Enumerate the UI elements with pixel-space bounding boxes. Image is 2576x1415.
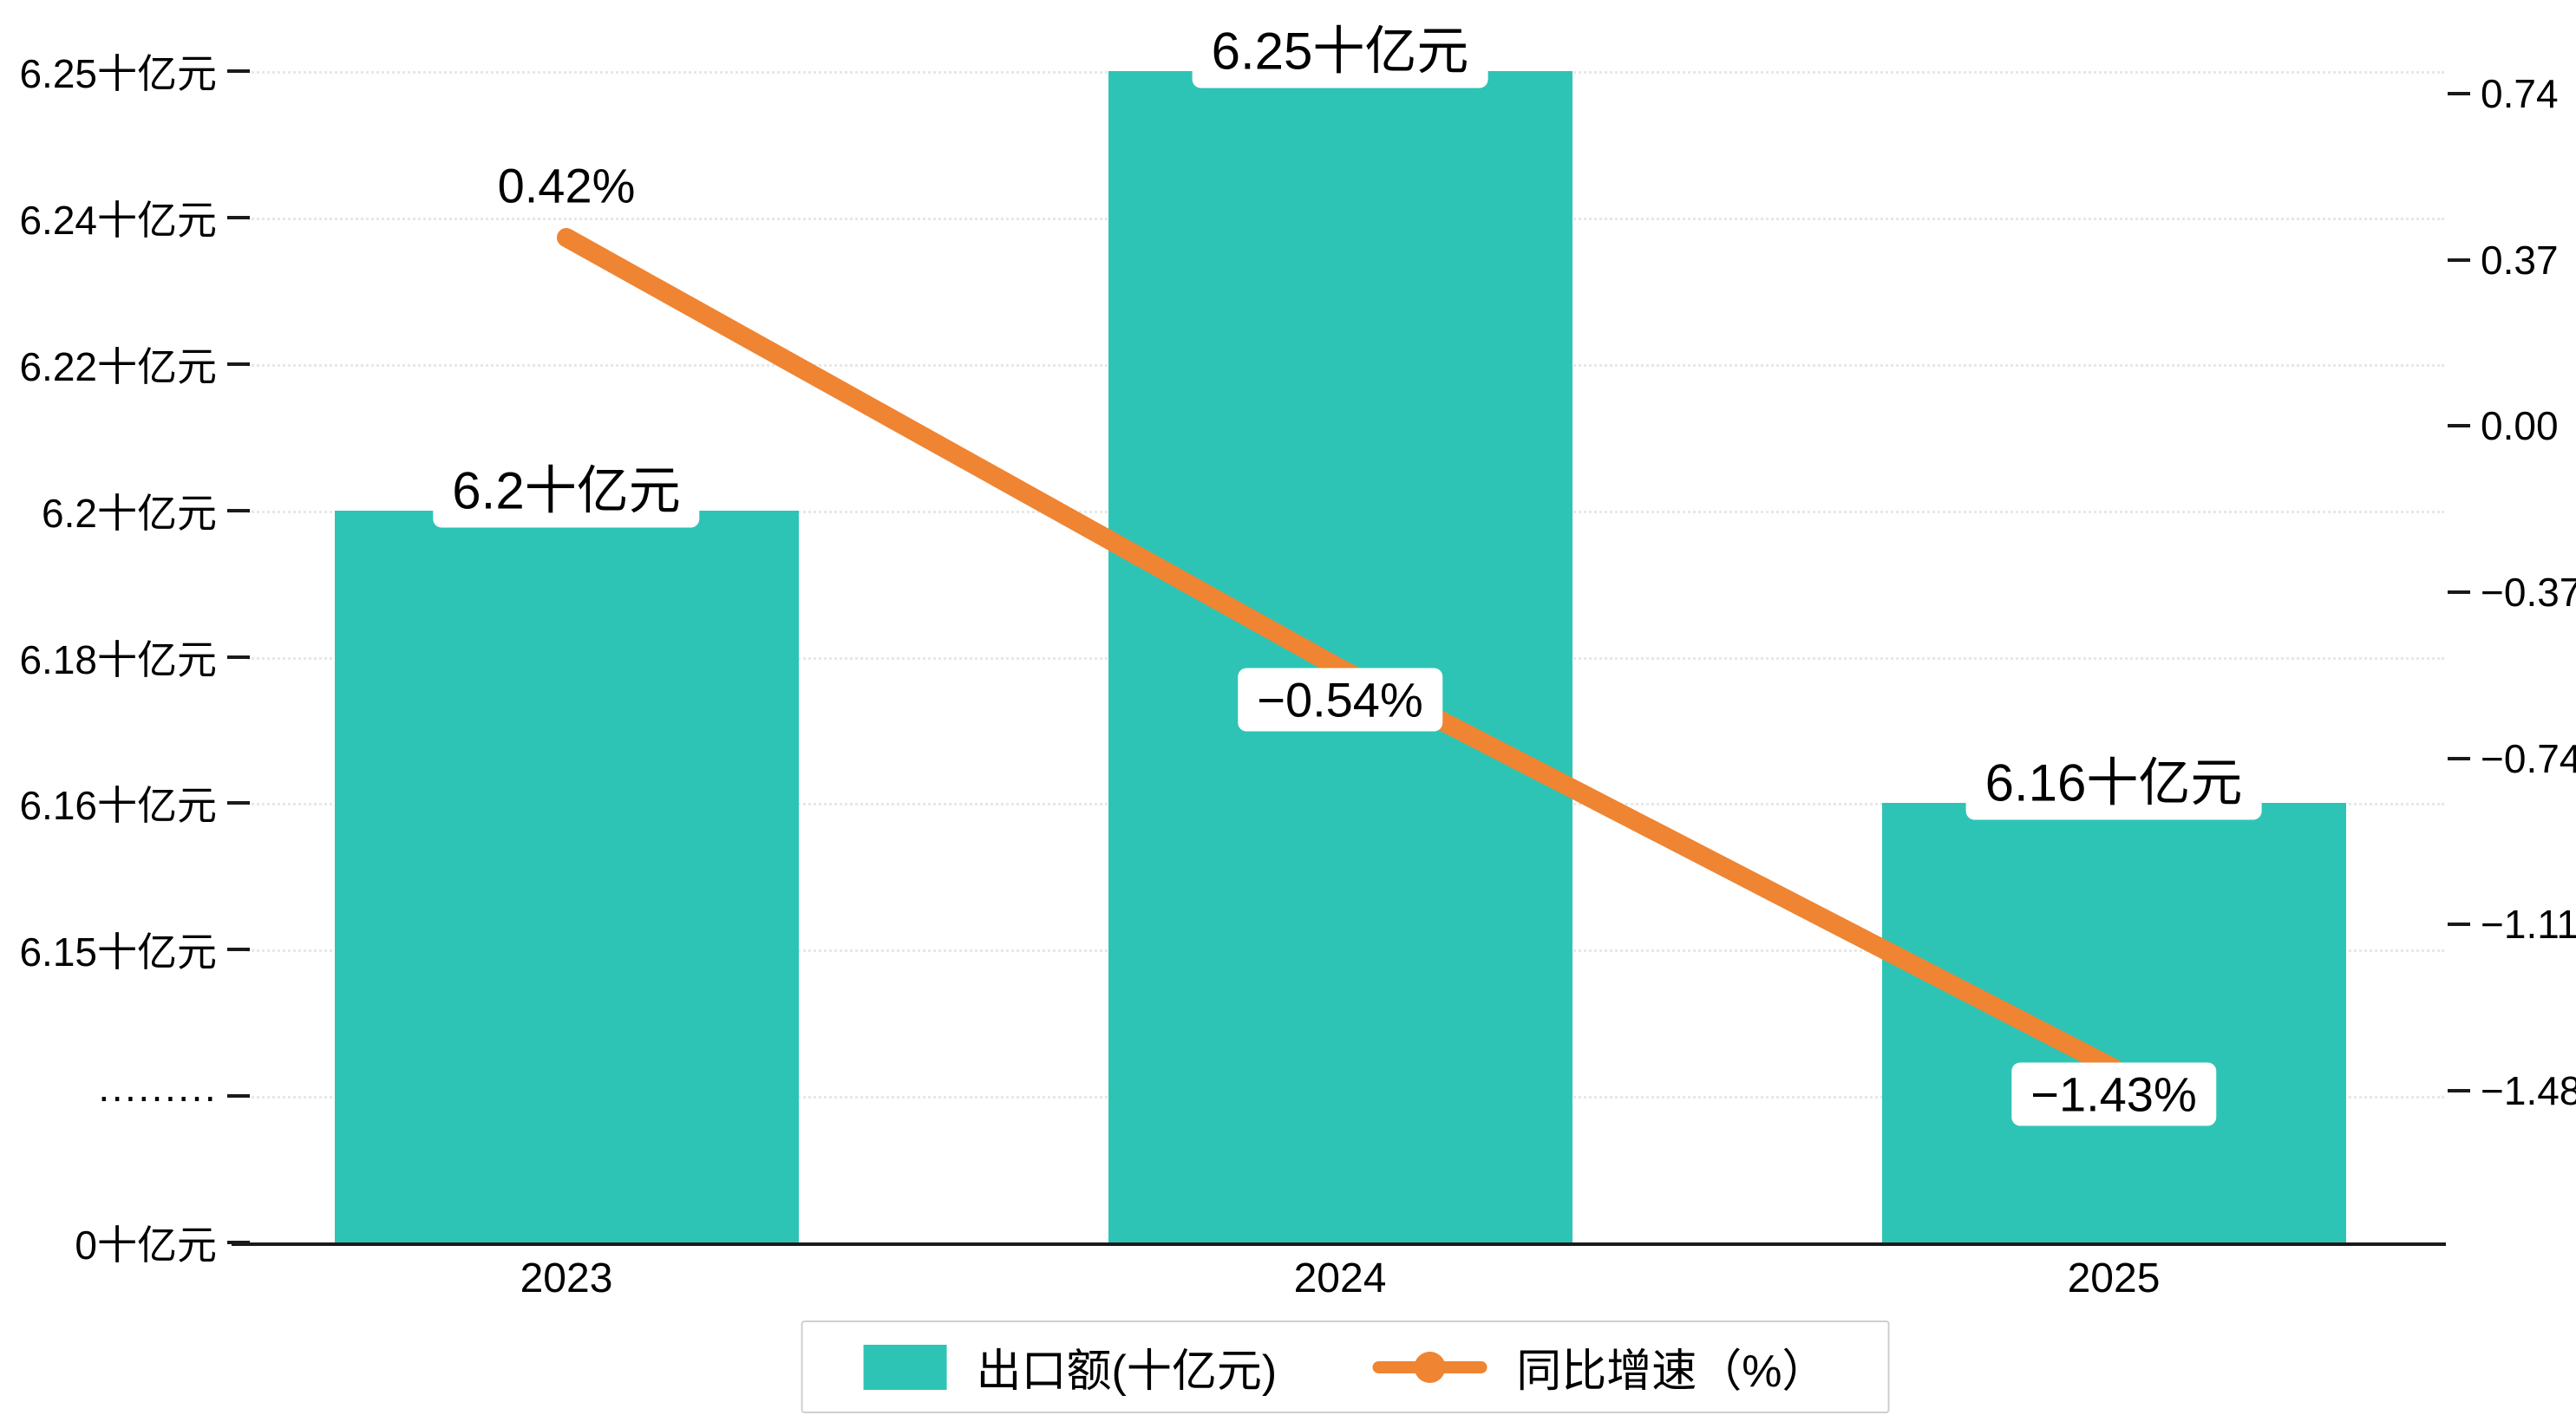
left-axis-tick-mark [227, 215, 250, 219]
bar-swatch-icon [863, 1344, 947, 1390]
export-bar [1881, 803, 2346, 1242]
right-axis-tick-mark [2448, 424, 2470, 428]
legend-item-export: 出口额(十亿元) [863, 1334, 1278, 1399]
left-axis-tick-mark [227, 1094, 250, 1099]
right-axis-tick-mark [2448, 590, 2470, 594]
left-axis-tick-mark [227, 655, 250, 659]
growth-value-label: 0.42% [478, 153, 655, 218]
left-axis-tick-label: ········· [97, 1073, 217, 1119]
export-bar [1108, 71, 1572, 1242]
legend-item-growth: 同比增速（%） [1372, 1334, 1827, 1399]
left-axis-tick-label: 0十亿元 [75, 1223, 217, 1268]
left-axis-tick-mark [227, 948, 250, 952]
line-dot-icon [1372, 1351, 1487, 1383]
right-axis-tick-label: −0.37 [2481, 570, 2576, 615]
left-axis-tick-label: 6.16十亿元 [19, 783, 217, 829]
right-axis-tick-label: 0.00 [2481, 403, 2559, 449]
export-bar [334, 510, 799, 1242]
right-axis-tick-mark [2448, 756, 2470, 760]
x-axis-line [232, 1242, 2446, 1246]
bar-value-label: 6.2十亿元 [433, 445, 700, 528]
right-axis-tick-mark [2448, 923, 2470, 927]
legend: 出口额(十亿元) 同比增速（%） [801, 1320, 1890, 1413]
right-axis-tick-label: −0.74 [2481, 735, 2576, 781]
left-axis-tick-label: 6.2十亿元 [42, 490, 217, 536]
x-axis-label: 2023 [520, 1255, 613, 1301]
right-axis-tick-label: 0.74 [2481, 71, 2559, 116]
right-axis-tick-label: −1.11 [2481, 902, 2576, 948]
legend-label-export: 出口额(十亿元) [976, 1347, 1278, 1397]
left-axis-tick-mark [227, 69, 250, 73]
left-axis-tick-label: 6.18十亿元 [19, 636, 217, 682]
growth-line [557, 228, 2123, 1078]
left-axis-tick-label: 6.24十亿元 [19, 197, 217, 243]
left-axis-tick-mark [227, 801, 250, 805]
right-axis-tick-mark [2448, 258, 2470, 262]
bar-value-label: 6.16十亿元 [1965, 737, 2262, 820]
left-axis-tick-label: 6.25十亿元 [19, 51, 217, 96]
growth-value-label: −1.43% [2011, 1062, 2216, 1126]
left-axis-tick-mark [227, 508, 250, 512]
left-axis-tick-mark [227, 1241, 250, 1244]
x-axis-label: 2025 [2067, 1255, 2161, 1301]
x-axis-label: 2024 [1293, 1255, 1387, 1301]
right-axis-tick-label: −1.48 [2481, 1068, 2576, 1113]
right-axis-tick-label: 0.37 [2481, 237, 2559, 283]
left-axis-tick-label: 6.22十亿元 [19, 343, 217, 389]
left-axis-tick-label: 6.15十亿元 [19, 929, 217, 975]
bar-value-label: 6.25十亿元 [1192, 5, 1488, 88]
left-axis-tick-mark [227, 362, 250, 366]
right-axis-tick-mark [2448, 1089, 2470, 1092]
growth-value-label: −0.54% [1238, 668, 1442, 732]
legend-label-growth: 同比增速（%） [1516, 1347, 1827, 1397]
right-axis-tick-mark [2448, 92, 2470, 95]
